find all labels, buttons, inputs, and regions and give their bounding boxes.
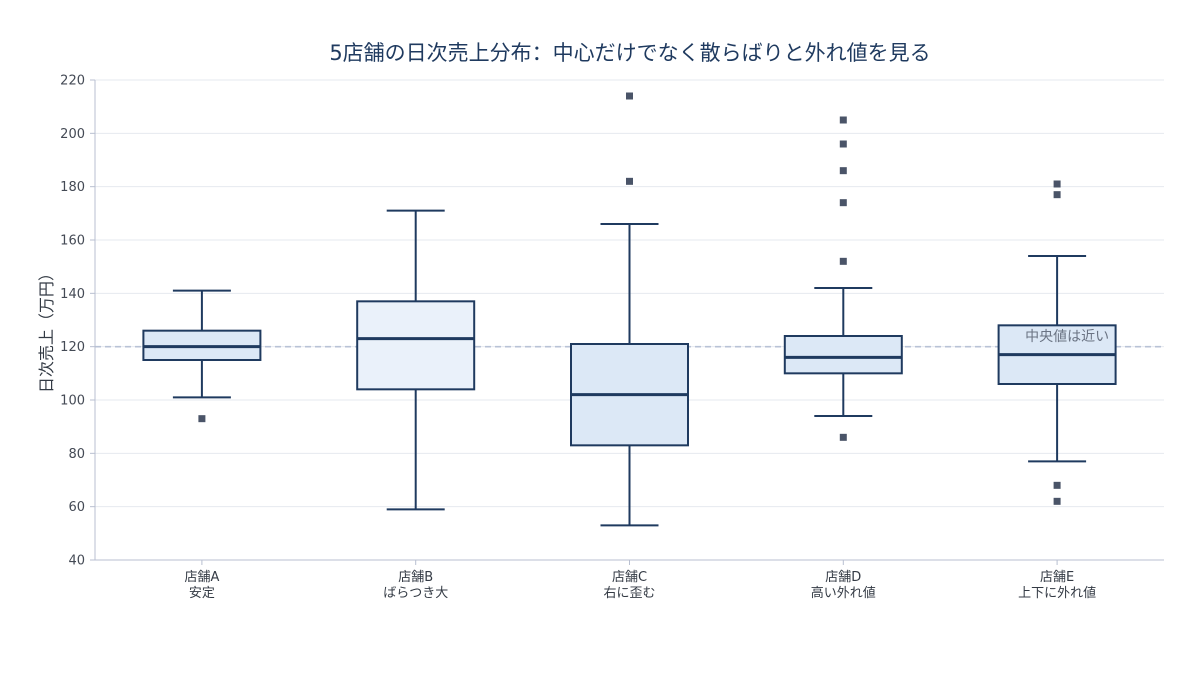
x-tick-sublabel: ばらつき大 [383, 586, 448, 601]
chart-title: 5店舗の日次売上分布：中心だけでなく散らばりと外れ値を見る [329, 41, 930, 65]
x-tick-sublabel: 安定 [189, 586, 215, 601]
y-axis-label: 日次売上（万円） [37, 265, 56, 393]
y-tick-label: 200 [60, 127, 85, 142]
box-4 [997, 255, 1117, 463]
outlier-point [839, 199, 847, 207]
outlier-point [198, 415, 206, 423]
outlier-point [1053, 497, 1061, 505]
x-tick-sublabel: 右に歪む [603, 586, 655, 601]
annotation-median-close: 中央値は近い [1025, 329, 1109, 345]
outlier-point [839, 116, 847, 124]
y-tick-label: 40 [68, 554, 85, 569]
outlier-point [1053, 180, 1061, 188]
box-1 [356, 209, 476, 511]
x-tick-label: 店舗E [1040, 570, 1074, 585]
x-tick-sublabel: 上下に外れ値 [1018, 585, 1096, 601]
iqr-box [356, 300, 476, 391]
x-tick-label: 店舗B [398, 570, 433, 585]
outlier-point [839, 140, 847, 148]
y-tick-label: 100 [60, 394, 85, 409]
box-0 [142, 289, 262, 399]
outlier-point [839, 167, 847, 175]
outliers-layer [198, 92, 1061, 505]
outlier-point [839, 257, 847, 265]
y-tick-label: 140 [60, 287, 85, 302]
x-tick-sublabel: 高い外れ値 [811, 585, 876, 601]
x-tick-label: 店舗D [825, 570, 861, 585]
outlier-point [626, 177, 633, 185]
y-tick-label: 120 [60, 340, 85, 355]
y-tick-label: 180 [60, 180, 85, 195]
x-tick-label: 店舗C [612, 570, 647, 585]
outlier-point [839, 433, 847, 441]
y-tick-label: 80 [68, 447, 85, 462]
y-tick-label: 60 [68, 500, 85, 515]
y-tick-label: 220 [60, 74, 85, 89]
y-tick-label: 160 [60, 234, 85, 249]
outlier-point [1053, 481, 1061, 489]
iqr-box [783, 335, 903, 375]
outlier-point [626, 92, 633, 100]
boxes-layer [142, 209, 1117, 527]
box-2 [570, 223, 689, 527]
x-tick-label: 店舗A [184, 570, 219, 585]
box-3 [783, 287, 903, 417]
outlier-point [1053, 191, 1061, 199]
